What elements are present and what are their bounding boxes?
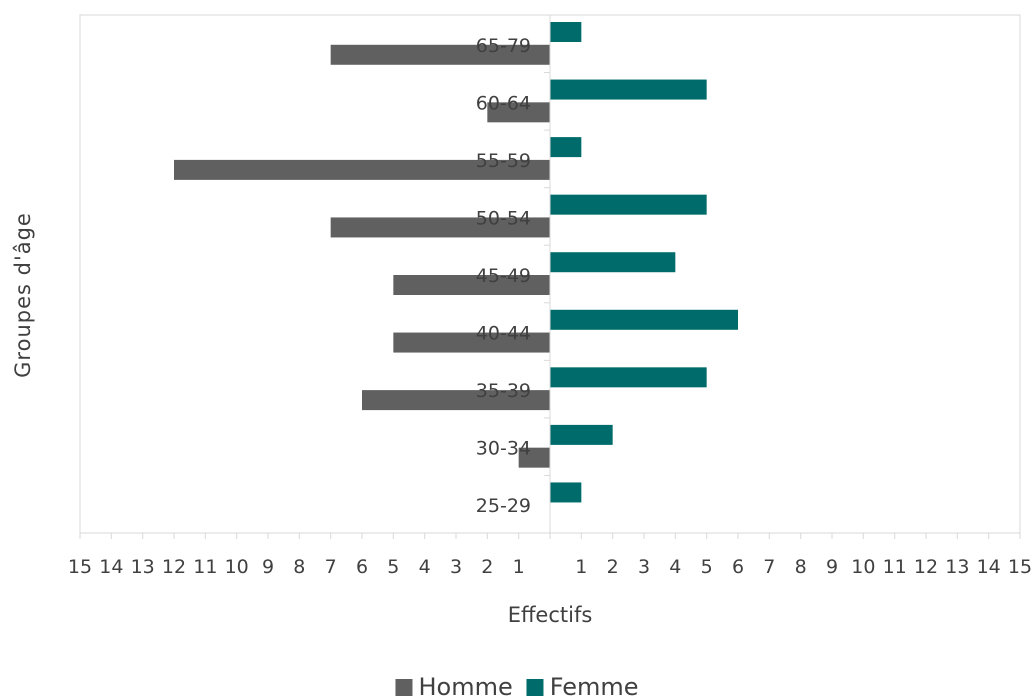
x-tick-label: 10 <box>225 556 249 578</box>
category-label-25-29: 25-29 <box>476 495 531 517</box>
bar-femme-50-54 <box>550 194 707 215</box>
bar-femme-60-64 <box>550 79 707 100</box>
x-tick-label: 9 <box>826 556 838 578</box>
bar-homme-45-49 <box>393 275 550 295</box>
category-label-50-54: 50-54 <box>476 207 531 229</box>
x-tick-label: 8 <box>293 556 305 578</box>
x-tick-label: 5 <box>701 556 713 578</box>
bar-femme-40-44 <box>550 309 738 330</box>
x-tick-label: 2 <box>607 556 619 578</box>
axes-group: 15 14 13 12 11 10 9 8 7 6 5 4 3 2 1 1 2 3 4 5 6 7 8 9 10 11 12 13 14… <box>68 14 1032 578</box>
x-tick-label: 4 <box>669 556 681 578</box>
legend-label-homme: Homme <box>418 673 513 699</box>
category-label-55-59: 55-59 <box>476 150 531 172</box>
bar-homme-50-54 <box>330 217 550 238</box>
bar-femme-55-59 <box>550 137 582 158</box>
x-tick-label: 6 <box>356 556 368 578</box>
x-tick-label: 1 <box>513 556 525 578</box>
x-tick-label: 3 <box>450 556 462 578</box>
x-tick-label: 2 <box>481 556 493 578</box>
legend: Homme Femme <box>395 673 639 699</box>
bar-homme-55-59 <box>174 159 550 180</box>
x-tick-label: 12 <box>162 556 186 578</box>
bar-femme-65-79 <box>550 22 582 42</box>
bar-femme-30-34 <box>550 424 613 445</box>
bar-femme-35-39 <box>550 367 707 388</box>
x-tick-label: 14 <box>99 556 123 578</box>
x-tick-label: 11 <box>193 556 217 578</box>
bar-femme-25-29 <box>550 482 582 503</box>
x-tick-label: 8 <box>795 556 807 578</box>
bar-femme-45-49 <box>550 252 676 273</box>
bar-homme-30-34 <box>518 447 550 468</box>
x-tick-label: 12 <box>914 556 938 578</box>
x-axis-title: Effectifs <box>507 603 593 627</box>
category-label-30-34: 30-34 <box>476 438 531 460</box>
x-tick-label: 7 <box>325 556 337 578</box>
x-tick-label: 6 <box>732 556 744 578</box>
legend-item-homme: Homme <box>395 673 513 699</box>
x-tick-label: 15 <box>1008 556 1032 578</box>
x-tick-label: 13 <box>131 556 155 578</box>
category-label-35-39: 35-39 <box>476 380 531 402</box>
x-tick-label: 5 <box>387 556 399 578</box>
x-tick-label: 14 <box>977 556 1001 578</box>
category-label-65-79: 65-79 <box>476 35 531 57</box>
x-tick-label: 1 <box>575 556 587 578</box>
category-label-45-49: 45-49 <box>476 265 531 287</box>
x-tick-label: 4 <box>419 556 431 578</box>
x-tick-label: 10 <box>851 556 875 578</box>
bar-homme-40-44 <box>393 332 550 353</box>
bar-homme-65-79 <box>330 44 550 65</box>
x-tick-label: 3 <box>638 556 650 578</box>
legend-swatch-homme <box>395 678 413 696</box>
x-tick-label: 7 <box>763 556 775 578</box>
x-tick-label: 13 <box>945 556 969 578</box>
category-labels-group: 25-29 30-34 35-39 40-44 45-49 50-54 55-59 60-64… <box>476 35 531 517</box>
category-label-60-64: 60-64 <box>476 92 531 114</box>
x-tick-label: 9 <box>262 556 274 578</box>
y-axis-title: Groupes d'âge <box>11 212 35 378</box>
legend-label-femme: Femme <box>549 673 639 699</box>
bar-homme-60-64 <box>487 102 550 123</box>
bar-homme-35-39 <box>362 390 550 411</box>
legend-swatch-femme <box>526 678 544 696</box>
bars-group <box>174 22 738 503</box>
category-label-40-44: 40-44 <box>476 323 531 345</box>
legend-item-femme: Femme <box>526 673 639 699</box>
x-tick-label: 11 <box>883 556 907 578</box>
x-tick-label: 15 <box>68 556 92 578</box>
